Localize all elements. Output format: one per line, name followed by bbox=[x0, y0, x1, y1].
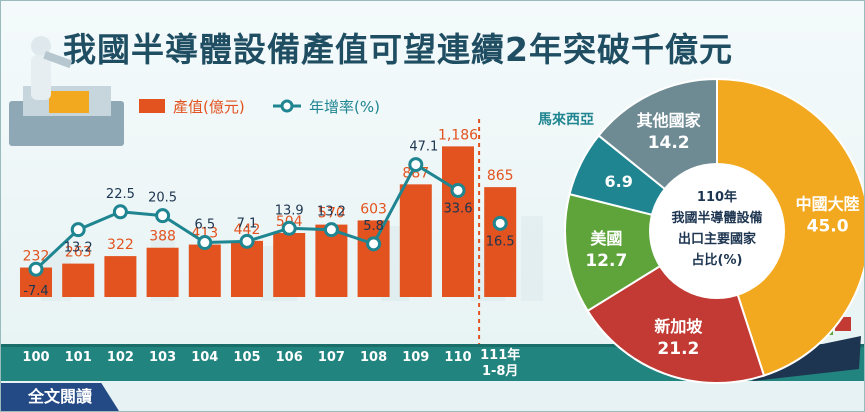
x-tick-label: 110 bbox=[444, 350, 471, 365]
bar-value-label: 442 bbox=[234, 222, 261, 238]
bar bbox=[62, 263, 95, 297]
slice-value: 45.0 bbox=[807, 216, 849, 236]
growth-rate-point bbox=[239, 233, 255, 249]
growth-rate-point bbox=[70, 222, 86, 238]
slice-label: 其他國家 bbox=[637, 111, 702, 130]
growth-rate-point bbox=[197, 235, 213, 251]
slice-label: 新加坡 bbox=[654, 317, 703, 336]
bar-value-label: 322 bbox=[107, 237, 134, 253]
bar-value-label: 263 bbox=[65, 245, 92, 261]
growth-rate-point bbox=[450, 182, 466, 198]
bar bbox=[104, 256, 137, 297]
growth-rate-point bbox=[281, 220, 297, 236]
x-tick-label: 100 bbox=[22, 350, 49, 365]
donut-slice bbox=[716, 77, 864, 377]
robot-arm bbox=[43, 51, 73, 69]
bar bbox=[442, 146, 474, 297]
growth-rate-label: 5.8 bbox=[363, 219, 384, 234]
x-tick-label: 111年 1-8月 bbox=[480, 347, 520, 379]
slice-label: 中國大陸 bbox=[796, 194, 860, 213]
slice-value: 12.7 bbox=[585, 251, 627, 271]
x-tick-label: 104 bbox=[191, 350, 218, 365]
donut-title-line: 占比(%) bbox=[692, 252, 743, 268]
bar-value-label: 232 bbox=[23, 249, 50, 265]
growth-rate-point bbox=[408, 157, 424, 173]
x-tick-label: 105 bbox=[233, 350, 260, 365]
x-tick-label: 102 bbox=[107, 350, 134, 365]
x-tick-label: 107 bbox=[318, 350, 345, 365]
growth-rate-label: 13.2 bbox=[317, 205, 346, 220]
bar-line-chart: 2322633223884134425045706038871,18686510… bbox=[20, 119, 520, 379]
x-tick-label: 103 bbox=[149, 350, 176, 365]
chart-legend: 產值(億元) 年增率(%) bbox=[139, 98, 380, 116]
read-full-text-button[interactable]: 全文閱讀 bbox=[1, 383, 119, 411]
growth-rate-label: 7.1 bbox=[237, 216, 258, 231]
bar bbox=[484, 187, 517, 297]
bar-value-label: 603 bbox=[360, 201, 387, 217]
donut-title-line: 出口主要國家 bbox=[678, 231, 757, 247]
donut-chart: 中國大陸 45.0 新加坡 21.2 美國 12.7 馬來西亞 6.9 其他國家 14.2 110年… bbox=[538, 77, 864, 384]
legend-label-line: 年增率(%) bbox=[309, 98, 380, 116]
growth-rate-label: 6.5 bbox=[194, 218, 215, 233]
worker-body bbox=[31, 55, 51, 100]
growth-rate-label: 16.5 bbox=[486, 234, 515, 249]
x-tick-label: 109 bbox=[402, 350, 429, 365]
growth-rate-point bbox=[492, 215, 508, 231]
x-axis-band-edge bbox=[1, 344, 864, 347]
donut-center bbox=[649, 163, 785, 299]
x-tick-label: 106 bbox=[276, 350, 303, 365]
growth-rate-point bbox=[112, 204, 128, 220]
bar bbox=[146, 247, 179, 297]
factory-robot-illustration bbox=[9, 36, 124, 146]
growth-rate-point bbox=[28, 261, 44, 277]
growth-rate-label: 13.9 bbox=[275, 203, 304, 218]
bar-value-label: 1,186 bbox=[438, 127, 478, 143]
growth-rate-label: 22.5 bbox=[106, 187, 135, 202]
slice-value: 14.2 bbox=[648, 133, 690, 153]
x-tick-label: 101 bbox=[65, 350, 92, 365]
growth-rate-label: 20.5 bbox=[148, 191, 177, 206]
bar-value-label: 570 bbox=[318, 206, 345, 222]
skyline-building bbox=[521, 216, 543, 301]
growth-rate-point bbox=[155, 208, 171, 224]
donut-title-line: 110年 bbox=[697, 189, 737, 205]
page-title: 我國半導體設備產值可望連續2年突破千億元 bbox=[63, 30, 733, 69]
legend-label-bar: 產值(億元) bbox=[173, 98, 245, 116]
slice-value: 6.9 bbox=[605, 172, 633, 191]
bar bbox=[231, 240, 263, 297]
bar bbox=[399, 184, 432, 297]
wafer-glow bbox=[49, 91, 89, 113]
slice-label: 馬來西亞 bbox=[538, 111, 594, 128]
bar-value-label: 865 bbox=[487, 168, 514, 184]
slice-value: 21.2 bbox=[657, 339, 699, 359]
bar bbox=[273, 232, 306, 297]
growth-rate-point bbox=[323, 222, 339, 238]
x-tick-label: 108 bbox=[360, 350, 387, 365]
growth-rate-label: -7.4 bbox=[23, 284, 48, 299]
growth-rate-label: 13.2 bbox=[64, 241, 93, 256]
bar-value-label: 388 bbox=[149, 229, 176, 245]
donut-title-line: 我國半導體設備 bbox=[671, 210, 762, 226]
bar bbox=[188, 244, 221, 297]
slice-label: 美國 bbox=[590, 229, 622, 248]
legend-swatch-bar bbox=[139, 99, 165, 113]
growth-rate-label: 33.6 bbox=[444, 201, 473, 216]
growth-rate-point bbox=[366, 236, 382, 252]
bar bbox=[357, 220, 390, 297]
legend-marker bbox=[280, 99, 294, 113]
growth-rate-label: 47.1 bbox=[409, 140, 438, 155]
